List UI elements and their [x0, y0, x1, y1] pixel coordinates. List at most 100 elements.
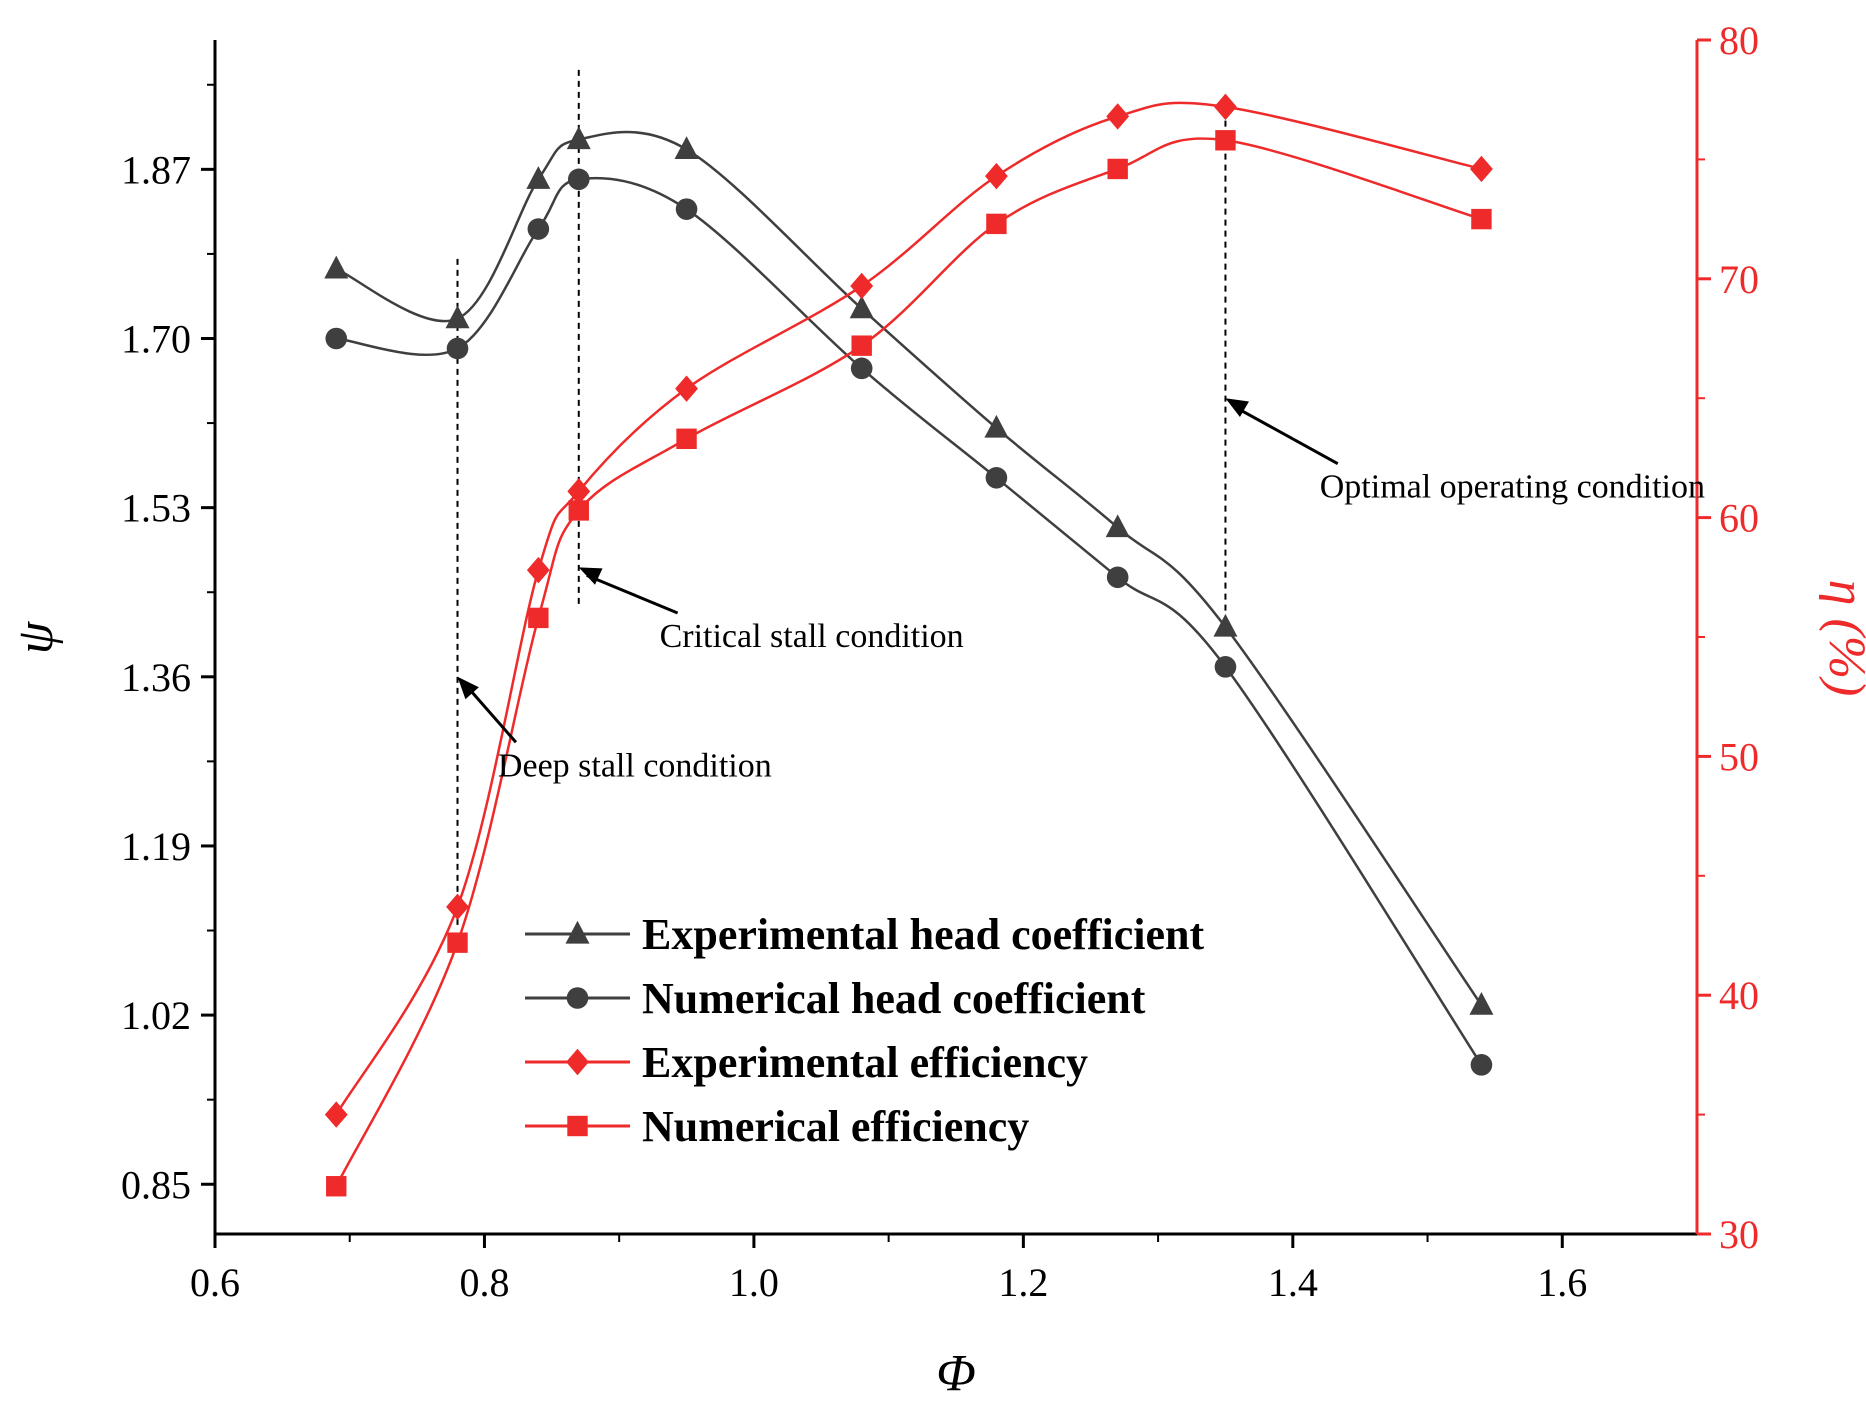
data-point [676, 428, 697, 449]
x-axis-label: Φ [936, 1345, 976, 1402]
annotation-arrowhead [1225, 398, 1249, 418]
annotation: Critical stall condition [578, 567, 964, 655]
y2-tick-label: 70 [1719, 257, 1759, 302]
y-tick-label: 1.53 [121, 486, 191, 531]
x-tick-label: 1.6 [1537, 1260, 1587, 1305]
data-point [675, 375, 698, 402]
data-point [1470, 155, 1493, 183]
reference-lines [456, 69, 1227, 926]
data-point [674, 136, 699, 160]
data-point [675, 198, 698, 220]
data-point [850, 357, 873, 380]
data-point [1106, 566, 1129, 589]
data-point [528, 607, 549, 629]
data-point [851, 335, 872, 356]
data-point [446, 337, 469, 360]
data-point [986, 213, 1007, 235]
legend-label: Numerical head coefficient [642, 974, 1146, 1023]
data-point [1213, 613, 1238, 637]
x-tick-label: 1.0 [729, 1260, 779, 1305]
y2-tick-label: 60 [1719, 496, 1759, 541]
annotation-arrowhead [457, 676, 479, 700]
y-axis-ticks: 0.85 1.02 1.19 1.36 1.53 1.70 1.87 [121, 83, 215, 1207]
y2-axis-ticks: 30 40 50 60 70 80 [1697, 18, 1759, 1257]
data-point [326, 1176, 347, 1197]
data-point [985, 162, 1008, 190]
data-point [1469, 991, 1494, 1015]
y2-tick-label: 80 [1719, 18, 1759, 63]
legend-marker [567, 1115, 588, 1137]
series-layer [324, 93, 1494, 1197]
data-point [850, 272, 874, 300]
data-point [445, 305, 470, 329]
data-point [446, 893, 469, 921]
data-point [1214, 656, 1237, 678]
series-line [335, 101, 1482, 1116]
data-point [1106, 103, 1130, 130]
data-point [527, 218, 550, 240]
y-tick-label: 1.70 [121, 317, 191, 362]
annotation-arrow [464, 683, 518, 744]
data-point [985, 467, 1008, 489]
data-point [567, 478, 591, 505]
y-tick-label: 0.85 [121, 1162, 191, 1207]
legend-marker [566, 1048, 589, 1076]
x-tick-label: 1.4 [1268, 1260, 1318, 1305]
y-tick-label: 1.36 [121, 655, 191, 700]
series-2 [324, 93, 1493, 1128]
series-0 [324, 126, 1494, 1015]
x-tick-label: 0.8 [459, 1260, 509, 1305]
series-1 [325, 168, 1493, 1076]
y-axis-label: ψ [7, 620, 64, 654]
data-point [324, 1101, 348, 1128]
series-line [335, 137, 1482, 1187]
annotation-label: Deep stall condition [498, 747, 772, 784]
legend-marker [565, 920, 590, 944]
annotation: Deep stall condition [457, 676, 772, 784]
data-point [1105, 514, 1130, 538]
annotation-label: Critical stall condition [660, 618, 964, 655]
data-point [1471, 208, 1492, 230]
data-point [1107, 158, 1128, 180]
y2-tick-label: 50 [1719, 734, 1759, 779]
legend: Experimental head coefficient Numerical h… [525, 910, 1204, 1151]
data-point [984, 414, 1009, 438]
data-point [849, 295, 874, 319]
data-point [526, 556, 550, 584]
legend-label: Experimental head coefficient [642, 910, 1204, 959]
legend-label: Experimental efficiency [642, 1038, 1088, 1087]
legend-item: Experimental efficiency [525, 1038, 1088, 1087]
y-tick-label: 1.87 [121, 147, 191, 192]
x-tick-label: 0.6 [190, 1260, 240, 1305]
data-point [568, 500, 589, 521]
data-point [1215, 130, 1236, 151]
annotation-label: Optimal operating condition [1320, 469, 1705, 506]
legend-item: Numerical head coefficient [525, 974, 1146, 1023]
y-tick-label: 1.19 [121, 824, 191, 869]
data-point [1470, 1054, 1493, 1076]
y-tick-label: 1.02 [121, 993, 191, 1038]
x-axis-ticks: 0.6 0.8 1.0 1.2 1.4 1.6 [190, 1234, 1587, 1305]
y2-axis-label: η (%) [1818, 580, 1866, 697]
legend-label: Numerical efficiency [642, 1102, 1029, 1151]
x-tick-label: 1.2 [998, 1260, 1048, 1305]
legend-item: Numerical efficiency [525, 1102, 1029, 1151]
data-point [1214, 93, 1237, 121]
data-point [526, 166, 551, 189]
data-point [566, 126, 591, 150]
data-point [567, 168, 590, 191]
y2-tick-label: 40 [1719, 973, 1759, 1018]
annotation-arrow [1232, 404, 1339, 466]
annotation-arrow [586, 573, 679, 615]
data-point [324, 255, 349, 279]
legend-item: Experimental head coefficient [525, 910, 1204, 959]
annotation: Optimal operating condition [1225, 398, 1705, 506]
y2-tick-label: 30 [1719, 1212, 1759, 1257]
series-3 [326, 130, 1492, 1197]
data-point [325, 327, 348, 350]
annotations: Deep stall condition Critical stall condi… [457, 398, 1705, 784]
annotation-arrowhead [578, 567, 603, 585]
data-point [447, 932, 468, 953]
